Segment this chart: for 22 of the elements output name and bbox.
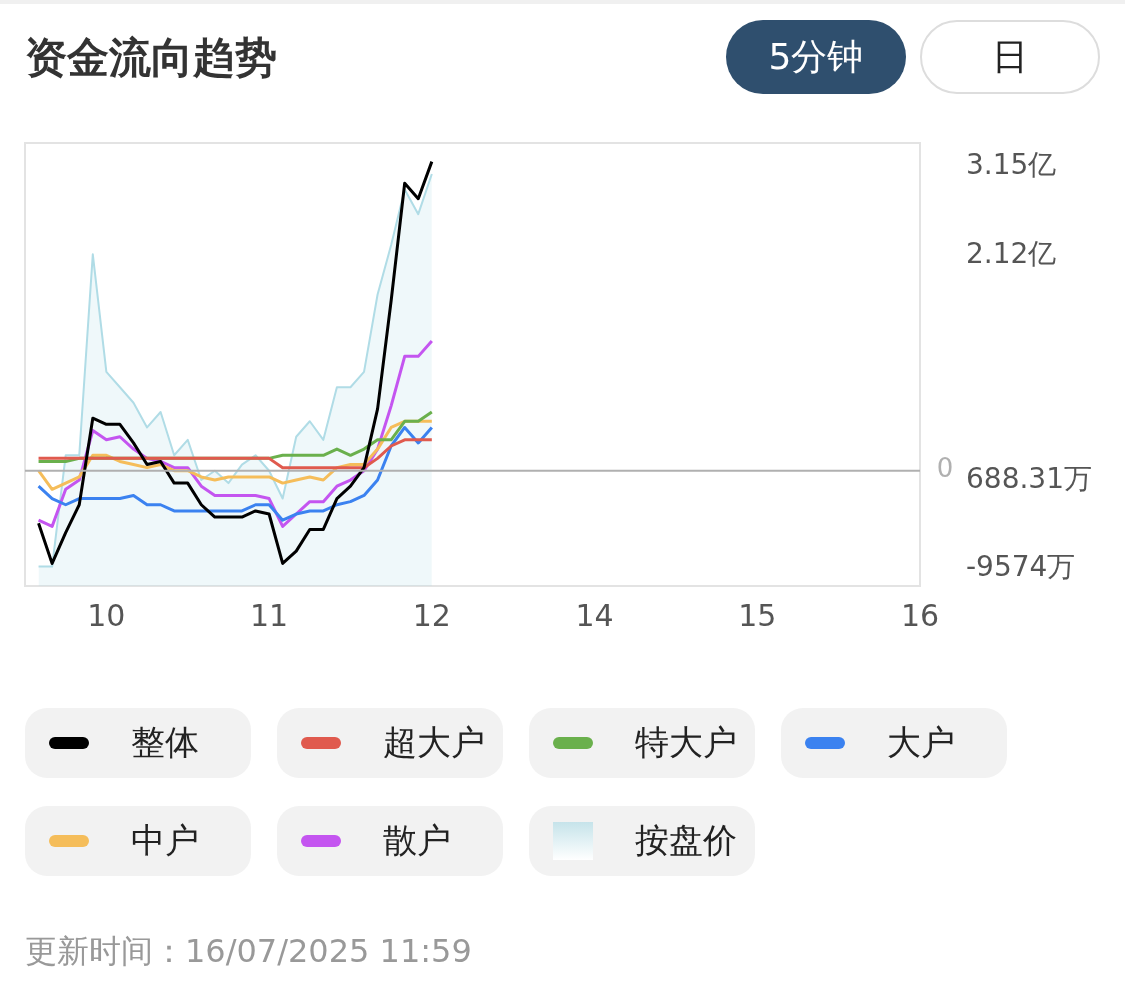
text: 688.31万 bbox=[966, 462, 1092, 496]
legend-label: 特大户 bbox=[635, 721, 737, 764]
legend-label: 整体 bbox=[131, 721, 199, 764]
text: 3.15亿 bbox=[966, 148, 1057, 182]
ref-line-label: 0 bbox=[936, 453, 954, 484]
text: 2.12亿 bbox=[966, 237, 1057, 271]
x-tick-label: 12 bbox=[412, 597, 451, 633]
legend-label: 大户 bbox=[887, 721, 955, 764]
legend-label: 按盘价 bbox=[635, 819, 737, 862]
x-tick-label: 10 bbox=[87, 597, 126, 633]
text: 日 bbox=[920, 20, 1100, 94]
legend-label: 超大户 bbox=[383, 721, 485, 764]
x-tick-label: 15 bbox=[738, 597, 777, 633]
text: 更新时间：16/07/2025 11:59 bbox=[25, 931, 472, 972]
x-tick-label: 11 bbox=[250, 597, 289, 633]
legend-label: 中户 bbox=[131, 819, 199, 862]
chart-title: 资金流向趋势 bbox=[25, 32, 277, 84]
legend-label: 散户 bbox=[383, 819, 451, 862]
text: -9574万 bbox=[966, 550, 1076, 584]
x-tick-label: 14 bbox=[575, 597, 614, 633]
x-tick-label: 16 bbox=[900, 597, 940, 633]
text: 5分钟 bbox=[726, 20, 906, 94]
